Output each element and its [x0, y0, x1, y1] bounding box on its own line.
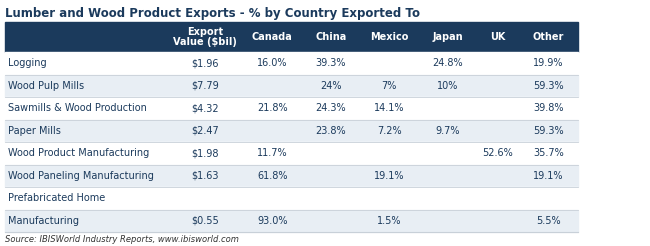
Text: 10%: 10% — [437, 81, 458, 91]
Text: $1.98: $1.98 — [191, 148, 219, 158]
Text: 16.0%: 16.0% — [257, 58, 287, 68]
Text: 35.7%: 35.7% — [533, 148, 564, 158]
Bar — [5, 187, 578, 210]
Bar — [5, 165, 578, 187]
Text: $2.47: $2.47 — [191, 126, 219, 136]
Text: Mexico: Mexico — [370, 32, 408, 42]
Bar — [5, 120, 578, 142]
Text: 19.1%: 19.1% — [374, 171, 404, 181]
Text: Japan: Japan — [432, 32, 463, 42]
Text: 59.3%: 59.3% — [534, 81, 564, 91]
Bar — [5, 52, 578, 75]
Text: 9.7%: 9.7% — [436, 126, 460, 136]
Text: Export: Export — [187, 27, 223, 37]
Bar — [5, 75, 578, 97]
Text: 61.8%: 61.8% — [257, 171, 287, 181]
Text: Wood Paneling Manufacturing: Wood Paneling Manufacturing — [8, 171, 154, 181]
Text: 7.2%: 7.2% — [377, 126, 402, 136]
Text: $0.55: $0.55 — [191, 216, 219, 226]
Text: Lumber and Wood Product Exports - % by Country Exported To: Lumber and Wood Product Exports - % by C… — [5, 6, 420, 19]
Text: 59.3%: 59.3% — [534, 126, 564, 136]
Text: 1.5%: 1.5% — [377, 216, 402, 226]
Text: UK: UK — [490, 32, 506, 42]
Text: Prefabricated Home: Prefabricated Home — [8, 193, 105, 203]
Text: Wood Product Manufacturing: Wood Product Manufacturing — [8, 148, 150, 158]
Text: 19.9%: 19.9% — [534, 58, 564, 68]
Text: Wood Pulp Mills: Wood Pulp Mills — [8, 81, 84, 91]
Bar — [5, 97, 578, 120]
Bar — [5, 142, 578, 165]
Text: 5.5%: 5.5% — [536, 216, 561, 226]
Text: 14.1%: 14.1% — [374, 103, 404, 113]
Text: 7%: 7% — [382, 81, 397, 91]
Text: Logging: Logging — [8, 58, 47, 68]
Text: 39.3%: 39.3% — [315, 58, 346, 68]
Bar — [5, 22, 578, 52]
Text: 93.0%: 93.0% — [257, 216, 287, 226]
Bar — [5, 210, 578, 232]
Text: 24%: 24% — [320, 81, 341, 91]
Text: Value ($bil): Value ($bil) — [173, 37, 237, 47]
Text: 19.1%: 19.1% — [534, 171, 564, 181]
Text: Sawmills & Wood Production: Sawmills & Wood Production — [8, 103, 147, 113]
Text: Other: Other — [533, 32, 564, 42]
Text: $7.79: $7.79 — [191, 81, 219, 91]
Text: $1.63: $1.63 — [191, 171, 219, 181]
Text: Canada: Canada — [252, 32, 292, 42]
Text: 52.6%: 52.6% — [482, 148, 514, 158]
Text: 11.7%: 11.7% — [257, 148, 287, 158]
Text: Paper Mills: Paper Mills — [8, 126, 61, 136]
Text: 24.3%: 24.3% — [315, 103, 346, 113]
Text: 39.8%: 39.8% — [534, 103, 564, 113]
Text: Source: IBISWorld Industry Reports, www.ibisworld.com: Source: IBISWorld Industry Reports, www.… — [5, 234, 239, 244]
Text: China: China — [315, 32, 346, 42]
Text: Manufacturing: Manufacturing — [8, 216, 79, 226]
Text: $1.96: $1.96 — [191, 58, 219, 68]
Text: 23.8%: 23.8% — [315, 126, 346, 136]
Text: 21.8%: 21.8% — [257, 103, 287, 113]
Text: 24.8%: 24.8% — [432, 58, 463, 68]
Text: $4.32: $4.32 — [191, 103, 219, 113]
